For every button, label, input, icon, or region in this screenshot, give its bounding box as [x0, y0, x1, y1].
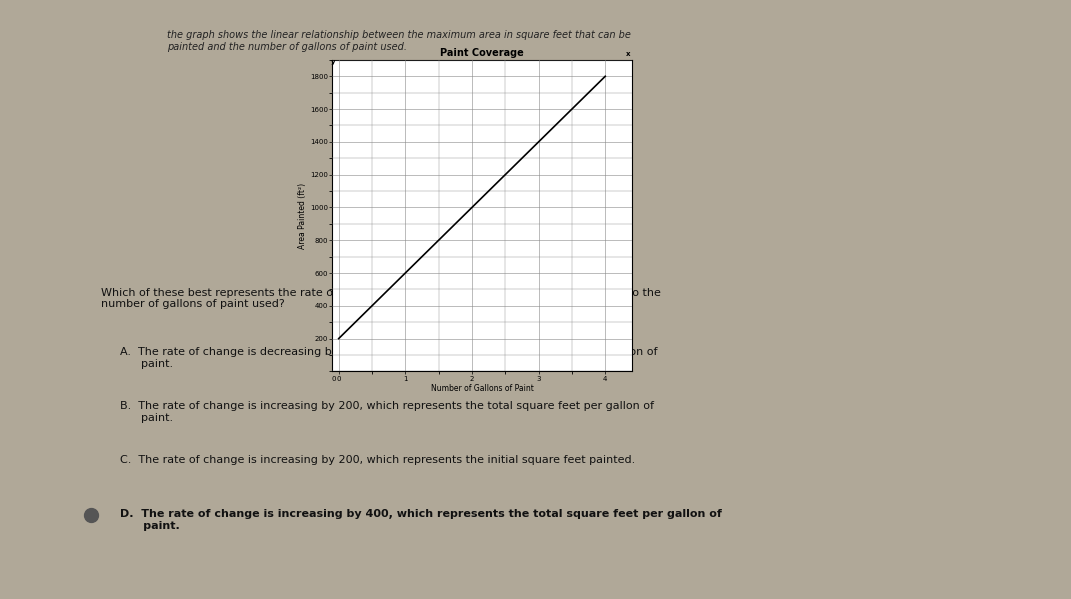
X-axis label: Number of Gallons of Paint: Number of Gallons of Paint [431, 385, 533, 394]
Y-axis label: Area Painted (ft²): Area Painted (ft²) [298, 183, 307, 249]
Text: x: x [627, 51, 631, 57]
Title: Paint Coverage: Paint Coverage [440, 48, 524, 58]
Text: the graph shows the linear relationship between the maximum area in square feet : the graph shows the linear relationship … [167, 30, 631, 52]
Text: y: y [331, 59, 335, 65]
Text: C.  The rate of change is increasing by 200, which represents the initial square: C. The rate of change is increasing by 2… [120, 455, 635, 465]
Text: B.  The rate of change is increasing by 200, which represents the total square f: B. The rate of change is increasing by 2… [120, 401, 653, 423]
Text: Which of these best represents the rate of change of the maximum area painted wi: Which of these best represents the rate … [101, 288, 661, 309]
Text: A.  The rate of change is decreasing by 400, which represents the total square f: A. The rate of change is decreasing by 4… [120, 347, 657, 369]
Text: 0: 0 [331, 376, 335, 382]
Text: D.  The rate of change is increasing by 400, which represents the total square f: D. The rate of change is increasing by 4… [120, 509, 722, 531]
